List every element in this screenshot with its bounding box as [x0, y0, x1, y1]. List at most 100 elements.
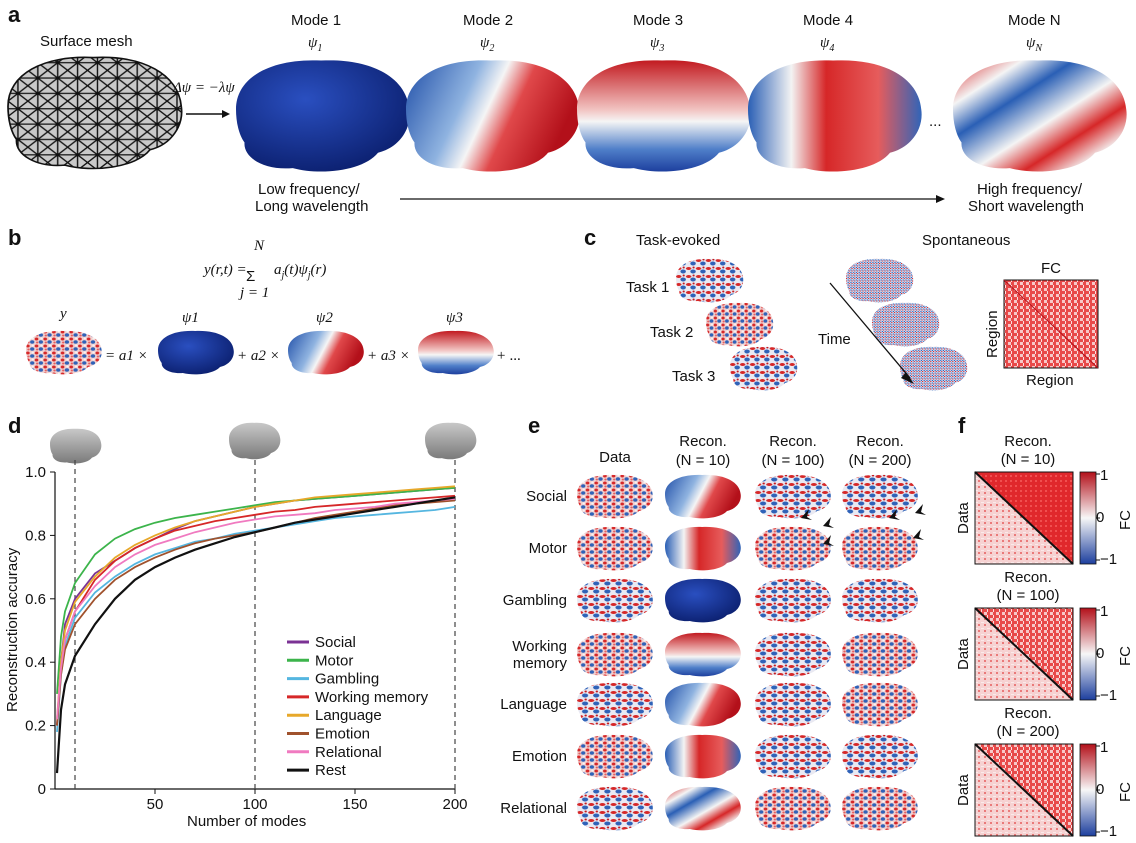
series-line-gambling [56, 506, 456, 732]
row-label: Motor [529, 540, 567, 557]
mode-symbol: ψN [1026, 35, 1043, 54]
panel-e: Data Recon. (N = 10) Recon. (N = 100) Recon. (… [500, 433, 926, 831]
colorbar-label: FC [1117, 646, 1134, 666]
task-2-label: Task 2 [650, 324, 693, 341]
reconstruction-brain [665, 786, 741, 831]
mode-symbol: ψ1 [308, 35, 322, 54]
expansion-rhs: aj(t)ψj(r) [274, 262, 326, 281]
brain-icon-200-modes [425, 422, 477, 460]
x-tick-label: 150 [342, 796, 367, 813]
colorbar [1079, 743, 1097, 837]
colorbar-tick-label: 1 [1100, 739, 1108, 756]
accuracy-chart: 0 0.2 0.4 0.6 0.8 1.0 50 100 150 200 [25, 457, 468, 813]
row-label: Relational [500, 800, 567, 817]
sum-upper-limit: N [253, 238, 265, 254]
term-y-brain [26, 330, 102, 375]
high-frequency-label: High frequency/ [977, 181, 1083, 198]
series-line-motor [56, 487, 456, 694]
matrix-ylabel: Data [955, 774, 972, 806]
modes-ellipsis: ... [929, 113, 942, 130]
matrix-border [974, 607, 1074, 701]
term-psi2-label: ψ2 [316, 310, 333, 326]
series-line-rest [55, 496, 456, 774]
mode-title: Mode N [1008, 12, 1061, 29]
column-header-n: (N = 100) [762, 452, 825, 469]
chart-ylabel: Reconstruction accuracy [4, 547, 21, 712]
row-label: Social [526, 488, 567, 505]
task-3-label: Task 3 [672, 368, 715, 385]
matrix-title: Recon. [1004, 705, 1052, 722]
reconstruction-brain [755, 526, 831, 571]
column-header: Recon. [679, 433, 727, 450]
series-line-relational [56, 498, 456, 720]
mode-n: Mode N ψN [953, 12, 1127, 172]
spontaneous-brain-3 [900, 346, 968, 391]
column-header-n: (N = 200) [849, 452, 912, 469]
colorbar-tick-label: 1 [1100, 603, 1108, 620]
mode-symbol: ψ3 [650, 35, 664, 54]
arrowhead-marker [913, 529, 924, 540]
mesh-arrow [186, 110, 230, 118]
y-tick-label: 0.6 [25, 591, 46, 608]
colorbar [1079, 471, 1097, 565]
surface-mesh-label: Surface mesh [40, 33, 133, 50]
frequency-arrow [400, 195, 945, 203]
term-y-label: y [58, 306, 67, 322]
mode-title: Mode 2 [463, 12, 513, 29]
mode-title: Mode 3 [633, 12, 683, 29]
brain-icon-10-modes [50, 428, 102, 464]
column-header: Recon. [769, 433, 817, 450]
panel-label-c: c [584, 225, 597, 250]
task-3-brain [730, 346, 798, 391]
matrix-n-label: (N = 100) [997, 587, 1060, 604]
y-tick-label: 0 [38, 781, 46, 798]
arrowhead-marker [889, 509, 900, 520]
row-label: Working [512, 638, 567, 655]
matrix-ylabel: Data [955, 502, 972, 534]
operator-ellipsis: + ... [496, 348, 521, 364]
reconstruction-brain [665, 734, 741, 779]
row-label: Emotion [512, 748, 567, 765]
reconstruction-brain [665, 578, 741, 623]
reconstruction-brain [842, 632, 918, 677]
reconstruction-brain [577, 578, 653, 623]
colorbar-label: FC [1117, 782, 1134, 802]
reconstruction-brain [842, 474, 918, 519]
fc-matrix-xlabel: Region [1026, 372, 1074, 389]
matrix-title: Recon. [1004, 433, 1052, 450]
mode-3: Mode 3 ψ3 [577, 12, 751, 172]
term-psi1-label: ψ1 [182, 310, 199, 326]
column-header: Data [599, 449, 631, 466]
operator-a1: = a1 × [105, 348, 148, 364]
mode-4: Mode 4 ψ4 [748, 12, 922, 172]
mode-1: Mode 1 ψ1 [236, 12, 410, 172]
reconstruction-brain [842, 682, 918, 727]
reconstruction-brain [755, 682, 831, 727]
reconstruction-brain [755, 474, 831, 519]
reconstruction-brain [577, 786, 653, 831]
term-psi3-label: ψ3 [446, 310, 463, 326]
panel-label-f: f [958, 413, 966, 438]
reconstruction-brain [755, 786, 831, 831]
surface-mesh-brain [7, 56, 183, 170]
colorbar-tick-label: 1 [1100, 467, 1108, 484]
fc-matrix-title: FC [1041, 260, 1061, 277]
matrix-diagonal [974, 607, 1074, 701]
reconstruction-brain [577, 632, 653, 677]
legend-label: Language [315, 707, 382, 724]
mode-symbol: ψ2 [480, 35, 494, 54]
sum-lower-limit: j = 1 [238, 285, 269, 301]
colorbar [1079, 607, 1097, 701]
colorbar-tick-label: 0 [1096, 781, 1104, 798]
reconstruction-brain [665, 474, 741, 519]
mode-2: Mode 2 ψ2 [406, 12, 580, 172]
spontaneous-brain-1 [846, 258, 914, 303]
task-2-brain [706, 302, 774, 347]
reconstruction-brain [755, 632, 831, 677]
term-psi1-brain [158, 330, 234, 375]
legend-label: Social [315, 634, 356, 651]
time-label: Time [818, 331, 851, 348]
